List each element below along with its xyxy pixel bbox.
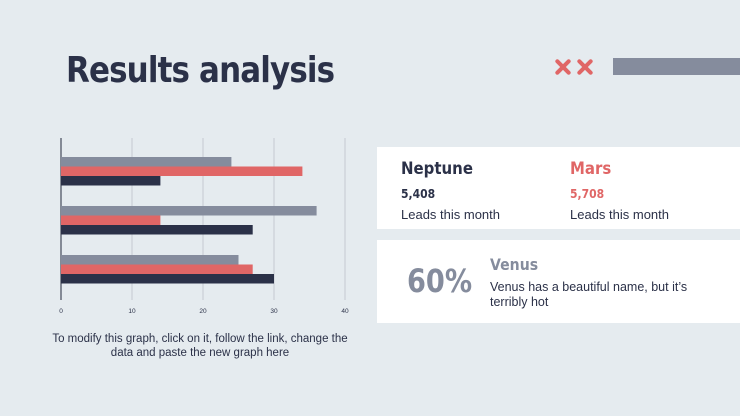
venus-desc: Venus has a beautiful name, but it’s ter… — [490, 280, 688, 309]
stat-value-mars: 5,708 — [570, 187, 605, 201]
x-mark-icon — [576, 58, 594, 76]
x-tick-label: 20 — [199, 308, 207, 315]
page-title: Results analysis — [66, 50, 335, 91]
bar[interactable] — [61, 264, 253, 275]
bar[interactable] — [61, 255, 239, 265]
bar[interactable] — [61, 206, 317, 216]
bar[interactable] — [61, 176, 161, 186]
bar[interactable] — [61, 225, 253, 235]
bar[interactable] — [61, 215, 161, 226]
venus-card: 60% Venus Venus has a beautiful name, bu… — [377, 240, 740, 323]
x-tick-label: 30 — [270, 308, 278, 315]
x-mark-icon — [554, 58, 572, 76]
venus-name: Venus — [490, 255, 539, 274]
stat-desc-neptune: Leads this month — [401, 207, 501, 222]
stat-desc-mars: Leads this month — [570, 207, 670, 222]
bar[interactable] — [61, 274, 274, 284]
stat-value-neptune: 5,408 — [401, 187, 436, 201]
decorative-bar — [613, 58, 740, 75]
bar[interactable] — [61, 166, 303, 177]
x-tick-label: 0 — [59, 308, 63, 315]
chart-caption: To modify this graph, click on it, follo… — [52, 333, 348, 359]
decoration-marks — [554, 58, 594, 76]
bar[interactable] — [61, 157, 232, 167]
x-tick-label: 10 — [128, 308, 136, 315]
stats-card: Neptune 5,408 Leads this month Mars 5,70… — [377, 147, 740, 229]
venus-percent: 60% — [407, 262, 473, 300]
x-tick-label: 40 — [341, 308, 349, 315]
bar-chart[interactable]: 0 10 20 30 40 — [40, 130, 360, 322]
stat-name-mars: Mars — [570, 159, 612, 179]
stat-name-neptune: Neptune — [401, 159, 473, 179]
